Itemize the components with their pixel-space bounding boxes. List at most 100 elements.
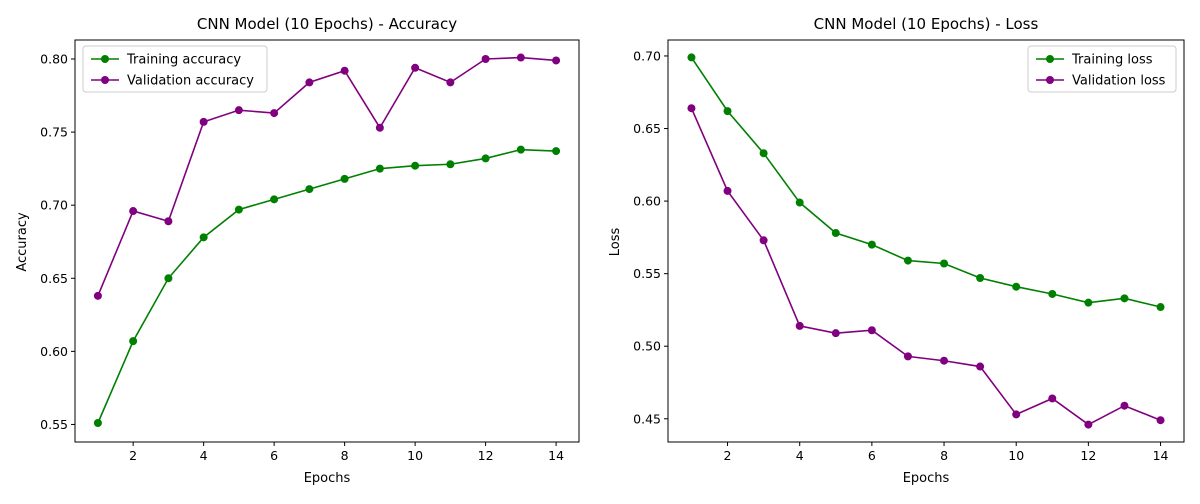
accuracy-legend-label: Training accuracy [126,53,241,68]
loss-y-tick-label: 0.45 [633,411,661,426]
accuracy-data-point [129,337,138,346]
loss-y-axis-label: Loss [608,228,623,257]
loss-y-tick-label: 0.50 [633,339,661,354]
accuracy-data-point [446,78,455,87]
loss-data-point [1048,289,1057,298]
accuracy-series-line-0 [97,148,557,424]
accuracy-data-point [375,123,384,132]
accuracy-y-tick-label: 0.55 [40,417,68,432]
accuracy-data-point [305,78,314,87]
loss-x-tick-label: 10 [1008,448,1024,463]
loss-legend-swatch-marker [1046,76,1054,84]
loss-data-point [1156,416,1165,425]
accuracy-plot-area: 2 4 6 8 10 12 14 0.55 0.60 0.65 0.70 0.75 0.80 Traini… [40,39,580,463]
loss-y-tick-label: 0.60 [633,194,661,209]
accuracy-data-point [481,154,490,163]
accuracy-series-line-1 [97,56,557,297]
accuracy-axes-frame [74,39,580,443]
accuracy-data-point [552,56,561,65]
loss-x-tick-label: 8 [940,448,948,463]
accuracy-x-tick-label: 12 [478,448,494,463]
accuracy-data-point [270,195,279,204]
loss-data-point [903,256,912,265]
loss-data-point [1012,282,1021,291]
loss-x-axis-label: Epochs [903,471,950,486]
accuracy-data-point [516,53,525,62]
accuracy-y-axis-label: Accuracy [15,212,30,272]
loss-series-line-0 [690,56,1161,308]
accuracy-data-point [164,217,173,226]
accuracy-data-point [552,147,561,156]
loss-data-point [1084,420,1093,429]
accuracy-legend: Training accuracy Validation accuracy [82,45,268,93]
loss-data-point [976,362,985,371]
accuracy-data-point [516,145,525,154]
loss-data-point [976,274,985,283]
accuracy-data-point [340,66,349,75]
loss-legend-box [1027,45,1177,93]
accuracy-x-tick-label: 2 [129,448,137,463]
loss-legend: Training loss Validation loss [1027,45,1177,93]
accuracy-data-point [446,160,455,169]
loss-data-point [867,240,876,249]
loss-x-tick-label: 2 [724,448,732,463]
loss-data-point [903,352,912,361]
loss-data-point [940,356,949,365]
loss-x-tick-label: 14 [1153,448,1169,463]
accuracy-legend-swatch-marker [101,76,109,84]
accuracy-x-tick-label: 4 [200,448,208,463]
loss-y-tick-label: 0.70 [633,48,661,63]
loss-legend-label: Training loss [1071,53,1153,68]
loss-data-point [1012,410,1021,419]
loss-y-tick-label: 0.55 [633,266,661,281]
loss-data-point [867,326,876,335]
loss-chart-title: CNN Model (10 Epochs) - Loss [814,15,1039,33]
accuracy-data-point [234,205,243,214]
loss-data-point [687,53,696,62]
accuracy-legend-swatch-marker [101,55,109,63]
accuracy-x-tick-label: 8 [341,448,349,463]
accuracy-chart: CNN Model (10 Epochs) - Accuracy 2 4 6 8 10 1… [15,15,580,486]
accuracy-x-axis-label: Epochs [304,471,351,486]
loss-x-tick-label: 12 [1080,448,1096,463]
accuracy-data-point [93,418,102,427]
loss-data-point [795,198,804,207]
loss-data-point [1084,298,1093,307]
loss-plot-area: 2 4 6 8 10 12 14 0.45 0.50 0.55 0.60 0.65 0.70 Traini… [633,39,1185,463]
accuracy-legend-box [82,45,268,93]
loss-data-point [759,236,768,245]
loss-axes-frame [667,39,1185,443]
loss-chart: CNN Model (10 Epochs) - Loss 2 4 6 8 10 12 14 0… [608,15,1185,486]
accuracy-x-tick-label: 14 [548,448,564,463]
accuracy-legend-label: Validation accuracy [127,74,254,89]
loss-data-point [795,321,804,330]
accuracy-data-point [270,109,279,118]
accuracy-data-point [411,63,420,72]
accuracy-data-point [305,185,314,194]
accuracy-y-tick-label: 0.65 [40,271,68,286]
loss-legend-label: Validation loss [1072,74,1166,89]
accuracy-data-point [340,174,349,183]
accuracy-data-point [164,274,173,283]
accuracy-y-tick-label: 0.75 [40,125,68,140]
loss-data-point [723,186,732,195]
accuracy-y-tick-label: 0.80 [40,52,68,67]
loss-data-point [1156,303,1165,312]
accuracy-data-point [199,233,208,242]
accuracy-y-tick-label: 0.70 [40,198,68,213]
accuracy-data-point [375,164,384,173]
accuracy-data-point [411,161,420,170]
loss-data-point [831,329,840,338]
accuracy-y-tick-label: 0.60 [40,344,68,359]
loss-data-point [831,229,840,238]
loss-data-point [1120,401,1129,410]
loss-legend-swatch-marker [1046,55,1054,63]
loss-data-point [1048,394,1057,403]
accuracy-data-point [93,291,102,300]
loss-data-point [759,149,768,158]
loss-x-tick-label: 4 [796,448,804,463]
accuracy-x-tick-label: 6 [270,448,278,463]
loss-data-point [1120,294,1129,303]
loss-data-point [723,107,732,116]
